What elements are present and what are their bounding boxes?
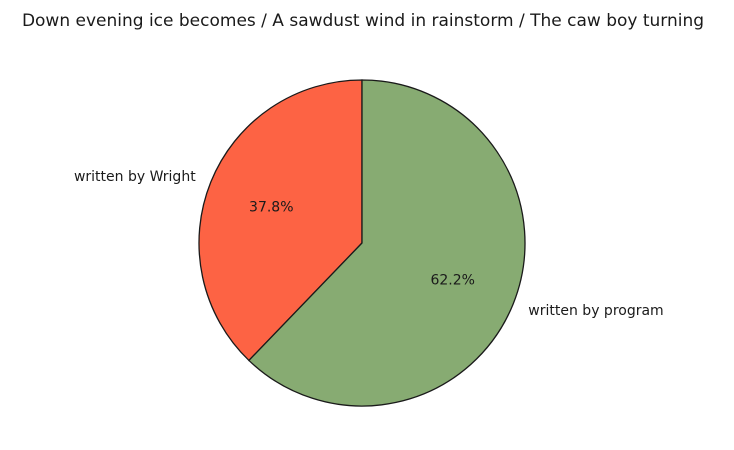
pie-slice-label-2: written by program <box>528 303 663 319</box>
pie-pct-label-1: 37.8% <box>249 199 293 215</box>
pie-slices <box>198 79 526 407</box>
pie-slice-label-1: written by Wright <box>74 169 196 185</box>
pie-labels: 37.8% written by Wright 62.2% written by pr… <box>74 169 664 319</box>
pie-slice-1 <box>198 79 363 362</box>
pie-pct-label-2: 62.2% <box>430 273 474 289</box>
chart-title: Down evening ice becomes / A sawdust win… <box>22 11 704 31</box>
pie-slice-2 <box>248 79 526 407</box>
